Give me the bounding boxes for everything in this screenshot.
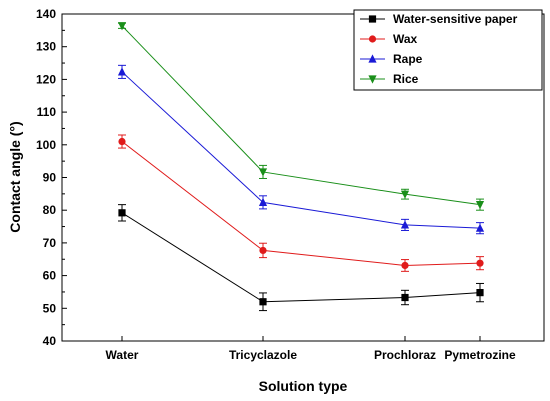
x-tick-label: Water bbox=[106, 348, 139, 362]
x-tick-label: Pymetrozine bbox=[444, 348, 516, 362]
legend-marker bbox=[368, 35, 377, 43]
data-point bbox=[476, 289, 484, 297]
series-line bbox=[121, 71, 481, 229]
y-tick-label: 120 bbox=[36, 72, 56, 86]
legend: Water-sensitive paper Wax Rape Rice bbox=[353, 9, 543, 91]
series-line bbox=[121, 212, 481, 303]
data-point bbox=[258, 197, 268, 206]
data-point bbox=[475, 201, 485, 210]
x-axis: Water Tricyclazole Prochloraz Pymetrozine bbox=[106, 336, 516, 362]
y-tick-label: 80 bbox=[43, 203, 57, 217]
y-axis: 40 50 60 70 80 90 100 110 120 130 140 bbox=[36, 7, 67, 348]
series-rape bbox=[117, 64, 485, 235]
data-point bbox=[259, 246, 267, 255]
y-tick-label: 100 bbox=[36, 138, 56, 152]
x-axis-title: Solution type bbox=[259, 378, 348, 394]
y-axis-title: Contact angle (°) bbox=[7, 121, 23, 232]
data-point bbox=[401, 293, 409, 302]
legend-box bbox=[353, 9, 543, 91]
data-point bbox=[117, 22, 127, 31]
x-tick-label: Prochloraz bbox=[374, 348, 436, 362]
series-rice bbox=[117, 22, 485, 211]
data-point bbox=[475, 223, 485, 232]
data-point bbox=[476, 259, 484, 267]
x-tick-label: Tricyclazole bbox=[229, 348, 297, 362]
y-tick-label: 90 bbox=[43, 171, 57, 185]
legend-label: Water-sensitive paper bbox=[393, 12, 518, 26]
legend-marker bbox=[368, 75, 377, 84]
y-tick-label: 70 bbox=[43, 236, 57, 250]
legend-label: Rice bbox=[393, 72, 419, 86]
data-point bbox=[117, 67, 127, 76]
y-tick-label: 50 bbox=[43, 301, 57, 315]
data-point bbox=[259, 298, 267, 306]
series-wax bbox=[118, 134, 484, 272]
y-tick-label: 130 bbox=[36, 40, 56, 54]
legend-marker bbox=[368, 15, 377, 23]
data-point bbox=[400, 220, 410, 229]
data-point bbox=[118, 209, 126, 217]
legend-marker bbox=[368, 54, 377, 63]
y-tick-label: 110 bbox=[37, 105, 57, 119]
series-line bbox=[121, 141, 481, 266]
legend-label: Rape bbox=[393, 52, 423, 66]
data-point bbox=[401, 261, 409, 270]
legend-label: Wax bbox=[393, 32, 418, 46]
data-point bbox=[400, 190, 410, 199]
series-layer bbox=[117, 22, 485, 312]
y-tick-label: 40 bbox=[43, 334, 57, 348]
series-line bbox=[121, 25, 481, 206]
y-tick-label: 60 bbox=[43, 269, 57, 283]
series-water-sensitive-paper bbox=[118, 204, 484, 312]
data-point bbox=[258, 168, 268, 177]
data-point bbox=[118, 137, 126, 146]
y-tick-label: 140 bbox=[36, 7, 56, 21]
